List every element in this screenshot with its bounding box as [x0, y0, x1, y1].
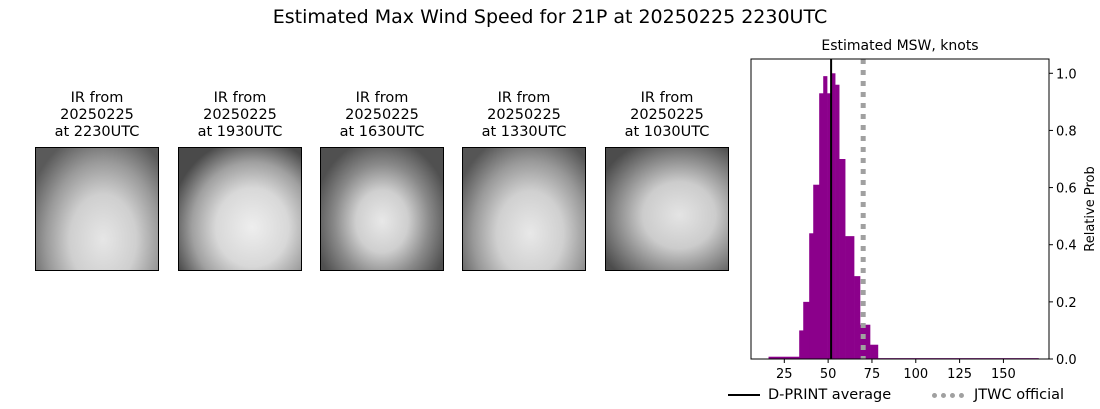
plot-frame: [750, 58, 1050, 360]
histogram-bar: [860, 324, 871, 359]
y-tick-label: 1.0: [1056, 67, 1077, 82]
legend-jtwc-label: JTWC official: [974, 387, 1065, 403]
ir-satellite-image: [178, 147, 302, 271]
histogram-bar: [835, 84, 840, 359]
y-tick-label: 0.0: [1056, 353, 1077, 368]
y-axis-label: Relative Prob: [1083, 166, 1098, 251]
panel-label: IR from 20250225 at 1630UTC: [312, 90, 452, 141]
histogram-bar: [845, 236, 855, 359]
x-tick-label: 50: [820, 367, 837, 382]
histogram-bar: [803, 301, 810, 359]
chart-title: Estimated MSW, knots: [821, 38, 978, 54]
histogram-bar: [768, 356, 800, 359]
histogram-bar: [827, 93, 832, 360]
panel-label-line: at 2230UTC: [54, 124, 140, 140]
x-tick-label: 25: [776, 367, 793, 382]
panel-label-line: 20250225: [345, 107, 419, 123]
ir-satellite-image: [320, 147, 444, 271]
panel-label-line: at 1330UTC: [481, 124, 567, 140]
y-tick-label: 0.8: [1056, 124, 1077, 139]
histogram-bar: [819, 93, 824, 360]
histogram-bar: [831, 73, 836, 360]
panel-label-line: IR from: [213, 90, 267, 106]
panel-label-line: 20250225: [60, 107, 134, 123]
histogram-bar: [809, 233, 814, 359]
histogram-bar: [870, 344, 879, 359]
panel-label-line: IR from: [497, 90, 551, 106]
x-tick-label: 75: [864, 367, 881, 382]
x-tick-label: 125: [947, 367, 972, 382]
histogram-bar: [839, 159, 846, 359]
x-tick-label: 150: [991, 367, 1016, 382]
histogram-bar: [813, 184, 820, 359]
panel-label-line: at 1930UTC: [197, 124, 283, 140]
histogram-bar: [854, 276, 861, 359]
histogram-bar: [799, 330, 804, 359]
legend-jtwc: JTWC official: [932, 387, 1064, 403]
legend-line-solid-icon: [728, 394, 760, 396]
ir-satellite-image: [35, 147, 159, 271]
panel-label-line: at 1030UTC: [624, 124, 710, 140]
panel-label: IR from 20250225 at 2230UTC: [27, 90, 167, 141]
legend-dprint-label: D-PRINT average: [768, 387, 892, 403]
ir-satellite-image: [605, 147, 729, 271]
panel-label: IR from 20250225 at 1930UTC: [170, 90, 310, 141]
legend-dprint: D-PRINT average: [728, 387, 891, 403]
panel-label-line: IR from: [640, 90, 694, 106]
histogram-bar: [823, 76, 828, 360]
panel-label-line: at 1630UTC: [339, 124, 425, 140]
y-tick-label: 0.4: [1056, 239, 1077, 254]
panel-label: IR from 20250225 at 1330UTC: [454, 90, 594, 141]
panel-label-line: 20250225: [630, 107, 704, 123]
ir-satellite-image: [462, 147, 586, 271]
x-tick-label: 100: [903, 367, 928, 382]
figure-title: Estimated Max Wind Speed for 21P at 2025…: [272, 6, 828, 28]
panel-label-line: 20250225: [487, 107, 561, 123]
legend-line-dotted-icon: [932, 392, 964, 398]
panel-label-line: IR from: [355, 90, 409, 106]
panel-label: IR from 20250225 at 1030UTC: [597, 90, 737, 141]
panel-label-line: IR from: [70, 90, 124, 106]
y-tick-label: 0.6: [1056, 182, 1077, 197]
y-tick-label: 0.2: [1056, 296, 1077, 311]
panel-label-line: 20250225: [203, 107, 277, 123]
